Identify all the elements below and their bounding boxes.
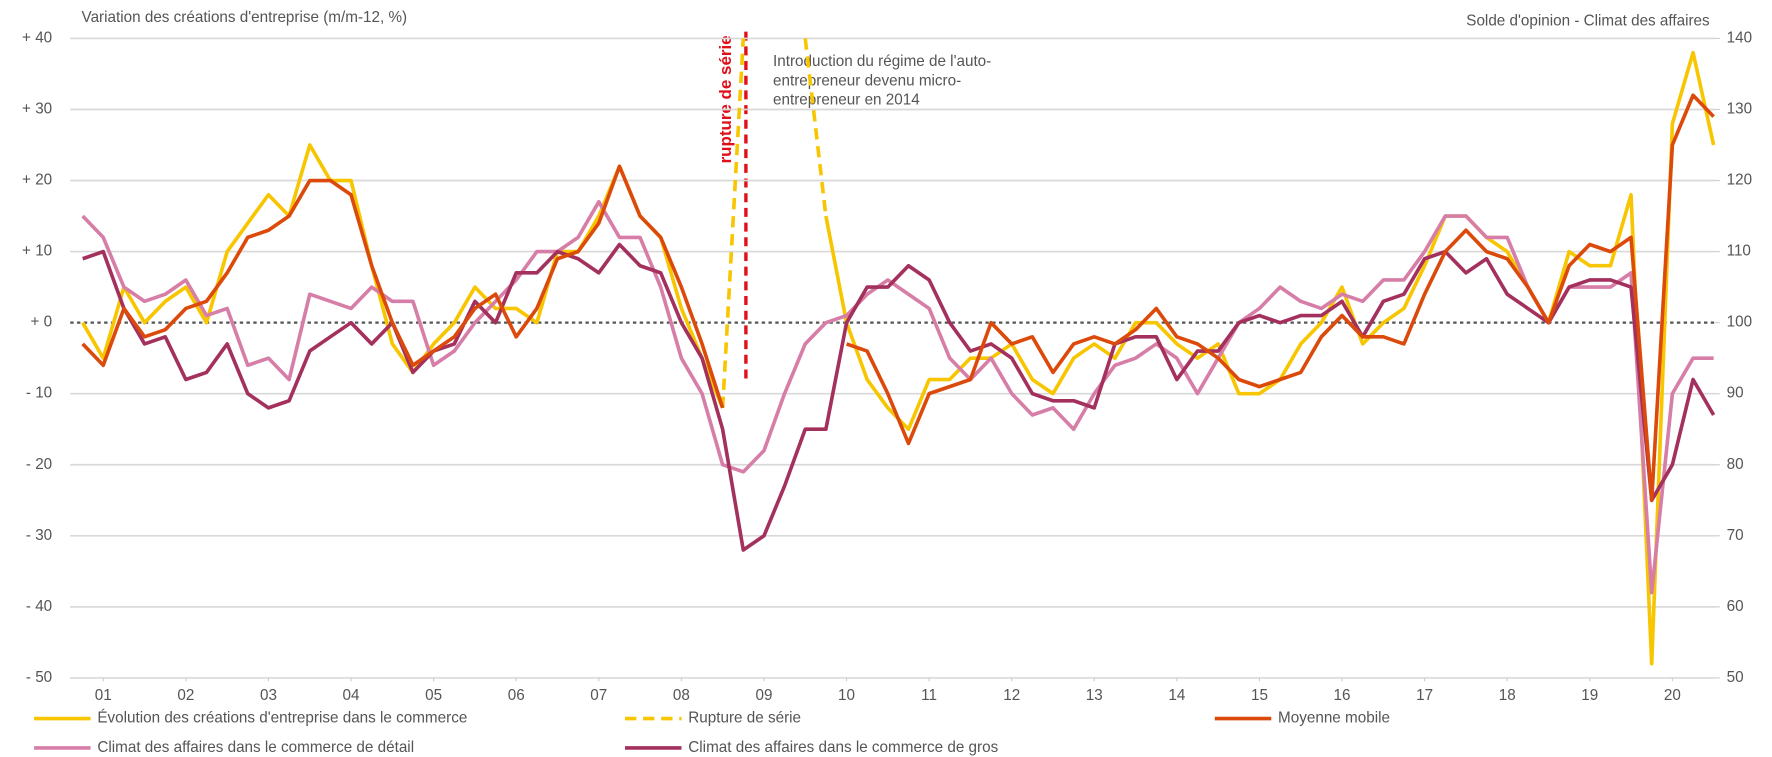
x-tick-label: 13 bbox=[1086, 687, 1103, 704]
y2-tick-label: 80 bbox=[1727, 456, 1744, 473]
series-line bbox=[81, 199, 1714, 595]
legend-label: Évolution des créations d'entreprise dan… bbox=[97, 710, 467, 727]
x-tick-label: 12 bbox=[1003, 687, 1020, 704]
y-tick-label: + 0 bbox=[31, 314, 53, 331]
legend-label: Moyenne mobile bbox=[1278, 710, 1390, 727]
series-line bbox=[720, 38, 828, 408]
break-label: rupture de série bbox=[716, 35, 735, 163]
x-tick-label: 19 bbox=[1581, 687, 1598, 704]
x-tick-label: 14 bbox=[1168, 687, 1185, 704]
x-tick-label: 10 bbox=[838, 687, 855, 704]
y-tick-label: - 30 bbox=[26, 527, 52, 544]
y2-tick-label: 120 bbox=[1727, 172, 1752, 189]
y2-tick-label: 70 bbox=[1727, 527, 1744, 544]
x-tick-label: 18 bbox=[1499, 687, 1516, 704]
x-tick-label: 04 bbox=[343, 687, 360, 704]
x-tick-label: 20 bbox=[1664, 687, 1681, 704]
x-tick-label: 16 bbox=[1334, 687, 1351, 704]
x-tick-label: 09 bbox=[755, 687, 772, 704]
y-axis-title: Variation des créations d'entreprise (m/… bbox=[82, 9, 408, 26]
x-tick-label: 01 bbox=[95, 687, 112, 704]
y2-tick-label: 90 bbox=[1727, 385, 1744, 402]
x-tick-label: 17 bbox=[1416, 687, 1433, 704]
legend-label: Climat des affaires dans le commerce de … bbox=[97, 739, 414, 756]
annotation: Introduction du régime de l'auto- bbox=[773, 53, 991, 70]
y2-tick-label: 130 bbox=[1727, 101, 1752, 118]
y2-axis-title: Solde d'opinion - Climat des affaires bbox=[1466, 12, 1710, 29]
x-tick-label: 08 bbox=[673, 687, 690, 704]
y-tick-label: - 50 bbox=[26, 669, 52, 686]
y-tick-label: + 10 bbox=[22, 243, 52, 260]
y-tick-label: + 30 bbox=[22, 101, 52, 118]
x-tick-label: 15 bbox=[1251, 687, 1268, 704]
annotation: entrepreneur en 2014 bbox=[773, 92, 920, 109]
x-tick-label: 02 bbox=[177, 687, 194, 704]
y-tick-label: - 10 bbox=[26, 385, 52, 402]
y2-tick-label: 60 bbox=[1727, 598, 1744, 615]
y2-tick-label: 50 bbox=[1727, 669, 1744, 686]
y2-tick-label: 110 bbox=[1727, 243, 1751, 260]
y2-tick-label: 100 bbox=[1727, 314, 1752, 331]
x-tick-label: 07 bbox=[590, 687, 607, 704]
x-tick-label: 05 bbox=[425, 687, 442, 704]
y-tick-label: - 40 bbox=[26, 598, 52, 615]
annotation: entrepreneur devenu micro- bbox=[773, 72, 961, 89]
y-tick-label: + 20 bbox=[22, 172, 52, 189]
series-line bbox=[81, 50, 1716, 666]
y2-tick-label: 140 bbox=[1727, 29, 1752, 46]
x-tick-label: 03 bbox=[260, 687, 277, 704]
y-tick-label: - 20 bbox=[26, 456, 52, 473]
x-tick-label: 11 bbox=[921, 687, 937, 704]
y-tick-label: + 40 bbox=[22, 29, 52, 46]
legend-label: Rupture de série bbox=[688, 710, 801, 727]
series-line bbox=[81, 93, 1715, 503]
series-line bbox=[82, 242, 1716, 552]
x-tick-label: 06 bbox=[508, 687, 525, 704]
legend-label: Climat des affaires dans le commerce de … bbox=[688, 739, 998, 756]
